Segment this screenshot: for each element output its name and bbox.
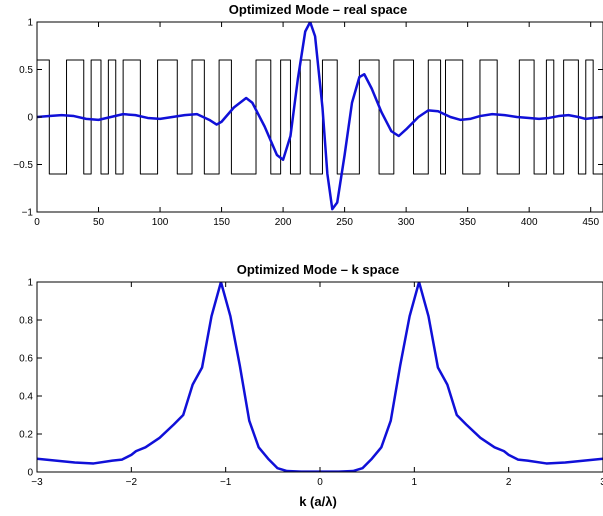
k-space-xtick-label: −1 bbox=[220, 477, 232, 488]
k-space-ytick-label: 0.8 bbox=[19, 316, 33, 327]
k-space-xtick-label: 0 bbox=[317, 477, 323, 488]
k-space-ytick-label: 0.4 bbox=[19, 392, 33, 403]
real-space-xtick-label: 200 bbox=[275, 217, 292, 228]
k-space-ytick-label: 1 bbox=[27, 278, 33, 289]
real-space-xtick-label: 100 bbox=[152, 217, 169, 228]
real-space-panel: Optimized Mode – real space 0 50 100 150 200… bbox=[13, 2, 603, 228]
k-space-plot-area bbox=[37, 282, 603, 472]
k-space-series-0-line bbox=[37, 282, 603, 472]
k-space-ytick-label: 0.2 bbox=[19, 430, 33, 441]
real-space-xtick-label: 150 bbox=[213, 217, 230, 228]
real-space-xtick-label: 50 bbox=[93, 217, 105, 228]
k-space-axes-frame bbox=[36, 281, 603, 473]
real-space-series-0-line bbox=[37, 59, 603, 175]
k-space-xtick-label: −2 bbox=[126, 477, 138, 488]
k-space-title: Optimized Mode – k space bbox=[237, 262, 400, 277]
k-space-panel: Optimized Mode – k space −3 −2 −1 0 1 2 3 0 0.2 0… bbox=[19, 262, 603, 509]
real-space-series-1-line bbox=[37, 22, 603, 211]
real-space-ytick-label: 1 bbox=[27, 18, 33, 29]
real-space-plot-area bbox=[37, 22, 603, 211]
real-space-xtick-label: 0 bbox=[34, 217, 40, 228]
real-space-xtick-label: 350 bbox=[459, 217, 476, 228]
real-space-title: Optimized Mode – real space bbox=[229, 2, 407, 17]
real-space-ytick-label: −1 bbox=[22, 208, 34, 219]
k-space-xtick-label: 1 bbox=[412, 477, 418, 488]
k-space-ytick-label: 0 bbox=[27, 468, 33, 479]
k-space-xtick-label: −3 bbox=[31, 477, 43, 488]
k-space-ytick-label: 0.6 bbox=[19, 354, 33, 365]
real-space-ytick-label: −0.5 bbox=[13, 160, 33, 171]
k-space-xtick-label: 3 bbox=[600, 477, 603, 488]
k-space-xtick-label: 2 bbox=[506, 477, 512, 488]
real-space-ticks: 0 50 100 150 200 250 300 350 400 450 −1 −0.5 0 0.5 1 bbox=[13, 18, 603, 228]
real-space-xtick-label: 250 bbox=[336, 217, 353, 228]
k-space-ticks: −3 −2 −1 0 1 2 3 0 0.2 0.4 0.6 0.8 1 bbox=[19, 278, 603, 488]
real-space-xtick-label: 400 bbox=[521, 217, 538, 228]
real-space-xtick-label: 450 bbox=[582, 217, 599, 228]
real-space-ytick-label: 0 bbox=[27, 113, 33, 124]
real-space-xtick-label: 300 bbox=[398, 217, 415, 228]
k-space-xlabel: k (a/λ) bbox=[299, 494, 337, 509]
real-space-ytick-label: 0.5 bbox=[19, 65, 33, 76]
